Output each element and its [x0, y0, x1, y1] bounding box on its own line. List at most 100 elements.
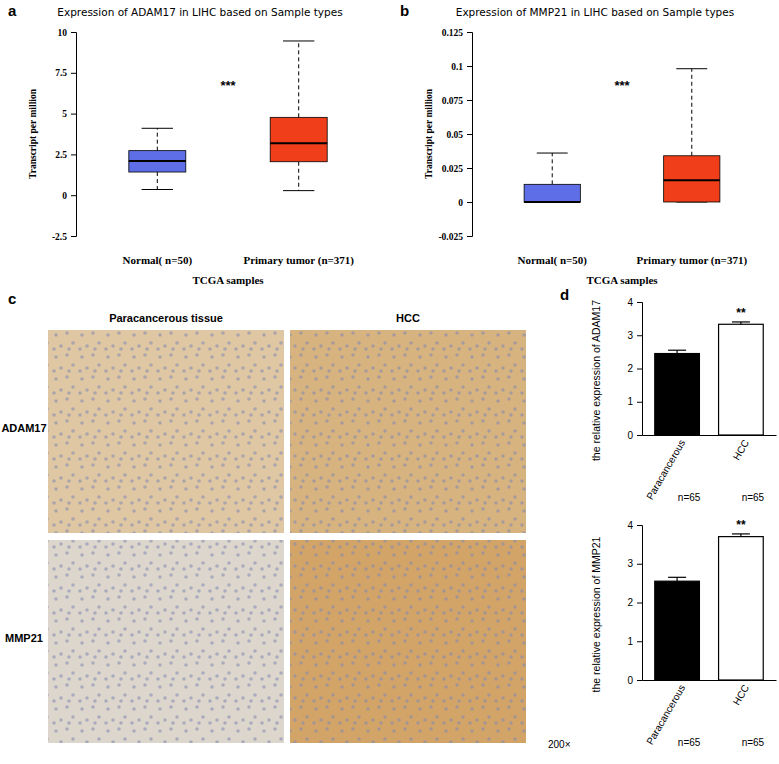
row-label: ADAM17 — [1, 422, 46, 434]
panel-label: b — [400, 2, 409, 19]
y-tick: 4 — [627, 520, 642, 531]
whisker — [157, 172, 158, 189]
y-tick: 3 — [627, 330, 642, 341]
row-label: MMP21 — [5, 632, 43, 644]
panel-label: a — [8, 2, 17, 19]
y-axis: -0.02500.0250.050.0750.10.125 — [438, 28, 472, 242]
plot-area — [129, 41, 327, 191]
y-tick: 0.125 — [442, 28, 472, 38]
tick-label: 2.5 — [55, 150, 67, 160]
tick-label: 2 — [627, 597, 633, 608]
y-tick: 0 — [62, 191, 76, 201]
tick-mark — [637, 369, 642, 370]
x-axis: Normal( n=50)Primary tumor (n=371) — [517, 254, 747, 267]
axis-line — [71, 33, 77, 237]
chart-title: Expression of ADAM17 in LIHC based on Sa… — [57, 6, 342, 18]
tick-label: Primary tumor (n=371) — [243, 254, 354, 267]
tick-mark — [71, 236, 76, 237]
error-bar — [732, 534, 750, 537]
n-label: n=65 — [678, 492, 701, 503]
tick-mark — [467, 134, 472, 135]
x-axis-title: TCGA samples — [192, 274, 264, 286]
micrograph-texture — [48, 540, 284, 743]
micrograph — [290, 330, 526, 533]
micrograph-texture — [290, 540, 526, 743]
tick-label: 4 — [627, 297, 633, 308]
y-tick: -0.025 — [438, 232, 472, 242]
y-axis-title: Transcript per million — [424, 88, 434, 179]
box-body — [270, 117, 327, 161]
bar — [719, 324, 764, 435]
tick-label: 2 — [627, 363, 633, 374]
tick-label: 1 — [627, 396, 633, 407]
whisker-cap — [142, 128, 173, 129]
x-tick: Normal( n=50) — [123, 254, 193, 267]
annotation: *** — [614, 78, 630, 93]
micrograph — [48, 330, 284, 533]
y-axis: 0 1 2 3 4 — [627, 297, 642, 441]
x-tick: Normal( n=50) — [517, 254, 587, 267]
tick-label: 0 — [627, 430, 633, 441]
chart-0: a Expression of ADAM17 in LIHC based on S… — [8, 2, 354, 286]
tick-mark — [467, 100, 472, 101]
tick-mark — [467, 168, 472, 169]
tick-label: 0 — [458, 198, 463, 208]
tick-mark — [71, 195, 76, 196]
n-label: n=65 — [678, 737, 701, 748]
x-axis: Normal( n=50) Primary tumor (n=371) — [123, 254, 355, 267]
column-label: Paracancerous tissue — [109, 312, 223, 324]
y-axis: -2.502.557.510 — [52, 28, 77, 242]
plot-area — [655, 534, 763, 680]
whisker — [298, 41, 299, 117]
y-tick: -2.5 — [52, 232, 76, 242]
box-body — [664, 156, 720, 202]
tick-mark — [637, 402, 642, 403]
error-cap — [732, 533, 750, 534]
y-tick: 10 — [58, 28, 77, 38]
y-tick: 4 — [627, 297, 642, 308]
whisker-cap — [142, 189, 173, 190]
tick-label: 4 — [627, 520, 633, 531]
y-tick: 0.025 — [442, 164, 472, 174]
axis-line — [637, 526, 643, 681]
y-tick: 1 — [627, 636, 642, 647]
axis-line — [643, 680, 777, 681]
tick-mark — [467, 202, 472, 203]
whisker — [298, 162, 299, 191]
whisker-cap — [676, 68, 707, 69]
annotation: *** — [220, 78, 236, 93]
y-tick: 2 — [627, 363, 642, 374]
bar — [719, 537, 764, 680]
tick-mark — [637, 525, 642, 526]
median — [524, 201, 580, 203]
tick-label: -0.025 — [438, 232, 463, 242]
y-tick: 2.5 — [55, 150, 76, 160]
chart-title: Expression of MMP21 in LIHC based on Sam… — [456, 6, 734, 18]
box-body — [524, 184, 580, 202]
whisker — [691, 69, 692, 156]
bar — [655, 354, 700, 435]
tick-label: 0 — [62, 191, 67, 201]
box — [524, 153, 580, 202]
y-axis-title: Transcript per million — [28, 88, 38, 179]
tick-label: -2.5 — [52, 232, 67, 242]
x-axis-title: TCGA samples — [586, 274, 658, 286]
whisker — [157, 128, 158, 150]
y-tick: 0.1 — [451, 62, 472, 72]
axis-line — [643, 435, 777, 436]
plot-area — [524, 69, 720, 202]
tick-label: Normal( n=50) — [517, 254, 587, 267]
tick-label: Normal( n=50) — [123, 254, 193, 267]
micrograph-texture — [48, 330, 284, 533]
tick-label: 10 — [58, 28, 68, 38]
tick-label: 0.125 — [442, 28, 464, 38]
y-tick: 2 — [627, 597, 642, 608]
y-tick: 0.05 — [446, 130, 472, 140]
median — [270, 142, 327, 144]
micrograph — [290, 540, 526, 743]
column-label: HCC — [396, 312, 420, 324]
micrograph-panel: cParacancerous tissueHCCADAM17MMP21200× — [1, 290, 570, 750]
chart-2: d01234ParacancerousHCCn=65n=65**the rela… — [560, 286, 777, 503]
y-tick: 0 — [458, 198, 472, 208]
box — [664, 69, 720, 202]
